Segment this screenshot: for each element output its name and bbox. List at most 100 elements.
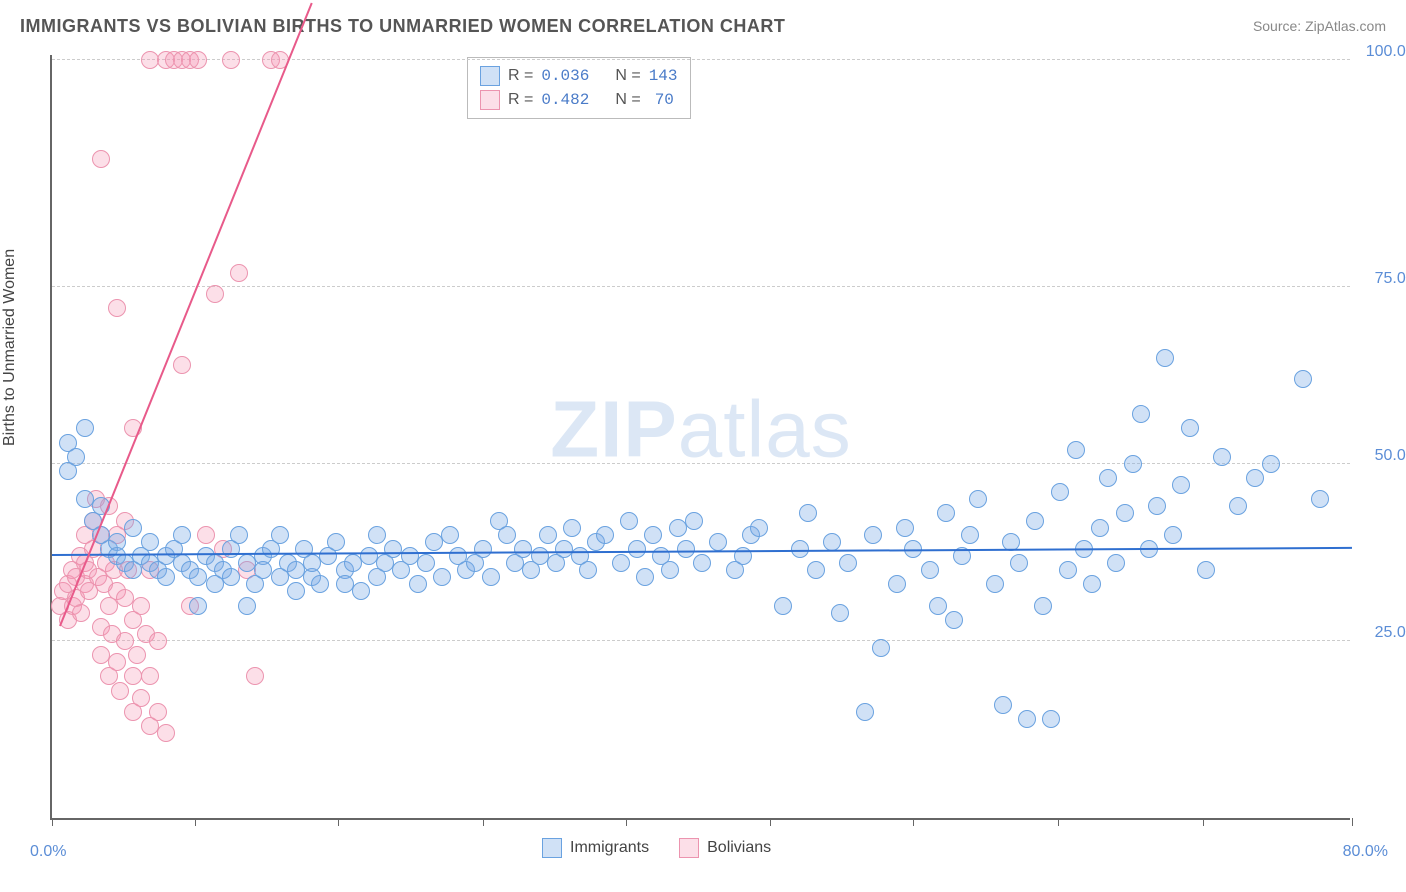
- data-point: [67, 448, 85, 466]
- data-point: [620, 512, 638, 530]
- data-point: [709, 533, 727, 551]
- watermark-zip: ZIP: [550, 384, 677, 473]
- data-point: [636, 568, 654, 586]
- chart-title: IMMIGRANTS VS BOLIVIAN BIRTHS TO UNMARRI…: [20, 16, 785, 37]
- data-point: [1059, 561, 1077, 579]
- y-axis-label: Births to Unmarried Women: [1, 249, 19, 446]
- data-point: [222, 51, 240, 69]
- data-point: [774, 597, 792, 615]
- data-point: [1124, 455, 1142, 473]
- legend-label-bolivians: Bolivians: [707, 839, 771, 857]
- data-point: [791, 540, 809, 558]
- data-point: [368, 526, 386, 544]
- data-point: [937, 504, 955, 522]
- y-tick-label: 50.0%: [1375, 447, 1406, 465]
- n-label-2: N =: [615, 88, 640, 112]
- chart-container: IMMIGRANTS VS BOLIVIAN BIRTHS TO UNMARRI…: [0, 0, 1406, 892]
- data-point: [888, 575, 906, 593]
- data-point: [661, 561, 679, 579]
- data-point: [628, 540, 646, 558]
- data-point: [132, 689, 150, 707]
- data-point: [872, 639, 890, 657]
- data-point: [994, 696, 1012, 714]
- data-point: [238, 597, 256, 615]
- r-label: R =: [508, 64, 533, 88]
- data-point: [271, 526, 289, 544]
- data-point: [149, 632, 167, 650]
- data-point: [839, 554, 857, 572]
- data-point: [327, 533, 345, 551]
- data-point: [596, 526, 614, 544]
- x-tick: [483, 818, 484, 826]
- gridline: [52, 640, 1350, 641]
- data-point: [311, 575, 329, 593]
- data-point: [1026, 512, 1044, 530]
- x-tick: [52, 818, 53, 826]
- x-tick: [913, 818, 914, 826]
- data-point: [831, 604, 849, 622]
- data-point: [750, 519, 768, 537]
- data-point: [111, 682, 129, 700]
- data-point: [1099, 469, 1117, 487]
- r-label-2: R =: [508, 88, 533, 112]
- x-tick: [1352, 818, 1353, 826]
- data-point: [92, 150, 110, 168]
- data-point: [141, 533, 159, 551]
- data-point: [108, 653, 126, 671]
- data-point: [482, 568, 500, 586]
- data-point: [287, 582, 305, 600]
- data-point: [1116, 504, 1134, 522]
- data-point: [644, 526, 662, 544]
- legend-swatch-bolivians: [480, 90, 500, 110]
- source-value: ZipAtlas.com: [1305, 18, 1386, 34]
- data-point: [1181, 419, 1199, 437]
- data-point: [1294, 370, 1312, 388]
- data-point: [1010, 554, 1028, 572]
- data-point: [157, 568, 175, 586]
- r-value-bolivians: 0.482: [541, 88, 589, 112]
- data-point: [986, 575, 1004, 593]
- gridline: [52, 463, 1350, 464]
- data-point: [108, 299, 126, 317]
- gridline: [52, 59, 1350, 60]
- data-point: [128, 646, 146, 664]
- legend-item-immigrants: Immigrants: [542, 838, 649, 858]
- data-point: [1083, 575, 1101, 593]
- x-tick: [195, 818, 196, 826]
- data-point: [474, 540, 492, 558]
- data-point: [246, 667, 264, 685]
- data-point: [222, 568, 240, 586]
- legend-swatch-bolivians-2: [679, 838, 699, 858]
- data-point: [1132, 405, 1150, 423]
- data-point: [132, 597, 150, 615]
- data-point: [1262, 455, 1280, 473]
- data-point: [189, 597, 207, 615]
- legend-series: Immigrants Bolivians: [542, 838, 771, 858]
- data-point: [1172, 476, 1190, 494]
- data-point: [149, 703, 167, 721]
- data-point: [409, 575, 427, 593]
- y-tick-label: 75.0%: [1375, 270, 1406, 288]
- data-point: [856, 703, 874, 721]
- legend-stats-row-immigrants: R = 0.036 N = 143: [480, 64, 678, 88]
- data-point: [945, 611, 963, 629]
- legend-swatch-immigrants-2: [542, 838, 562, 858]
- data-point: [1034, 597, 1052, 615]
- data-point: [929, 597, 947, 615]
- n-value-immigrants: 143: [649, 64, 678, 88]
- data-point: [124, 519, 142, 537]
- data-point: [230, 526, 248, 544]
- data-point: [563, 519, 581, 537]
- data-point: [1148, 497, 1166, 515]
- legend-label-immigrants: Immigrants: [570, 839, 649, 857]
- data-point: [352, 582, 370, 600]
- data-point: [417, 554, 435, 572]
- data-point: [799, 504, 817, 522]
- y-tick-label: 100.0%: [1366, 43, 1406, 61]
- data-point: [72, 604, 90, 622]
- data-point: [921, 561, 939, 579]
- data-point: [173, 526, 191, 544]
- data-point: [197, 526, 215, 544]
- data-point: [1246, 469, 1264, 487]
- data-point: [1156, 349, 1174, 367]
